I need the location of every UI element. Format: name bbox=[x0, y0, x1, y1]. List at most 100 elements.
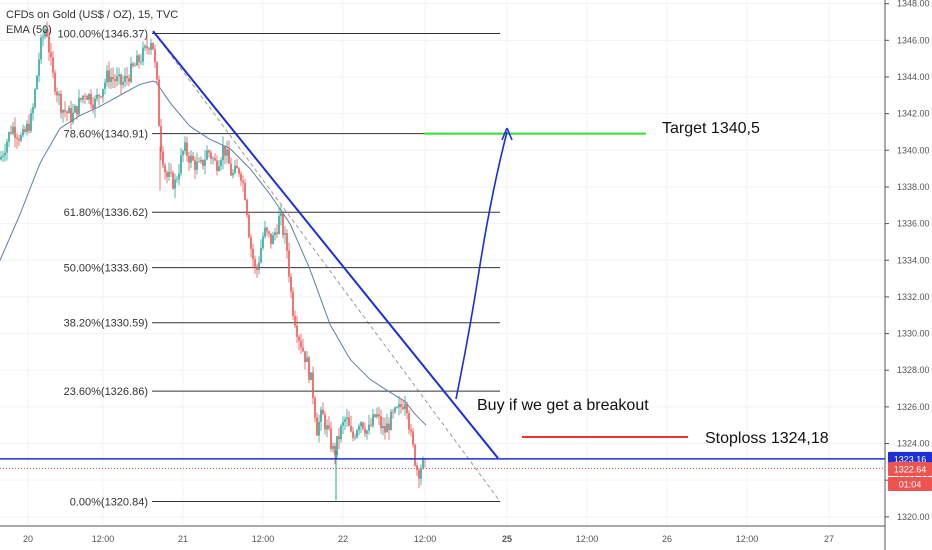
candle-body bbox=[372, 414, 374, 426]
candle-body bbox=[384, 426, 386, 433]
candle-body bbox=[226, 149, 228, 156]
candle-body bbox=[240, 173, 242, 181]
candle-body bbox=[350, 425, 352, 432]
candle-body bbox=[298, 336, 300, 341]
candle-body bbox=[290, 276, 292, 292]
candle-body bbox=[108, 70, 110, 83]
candle-body bbox=[186, 142, 188, 156]
stoploss-label[interactable]: Stoploss 1324,18 bbox=[705, 430, 829, 447]
candle-body bbox=[112, 77, 114, 80]
candle-body bbox=[102, 88, 104, 97]
candle-body bbox=[266, 227, 268, 232]
candle-body bbox=[306, 357, 308, 363]
candle-body bbox=[318, 421, 320, 436]
candle-body bbox=[4, 152, 6, 156]
candle-body bbox=[32, 107, 34, 114]
candle-body bbox=[254, 259, 256, 267]
candle-body bbox=[242, 180, 244, 183]
price-tick-label: 1340.00 bbox=[897, 145, 930, 155]
price-tag-label: 01:04 bbox=[899, 480, 922, 490]
candle-body bbox=[176, 179, 178, 181]
candle-body bbox=[270, 233, 272, 245]
candle-body bbox=[248, 214, 250, 238]
candle-body bbox=[232, 172, 234, 176]
candle-body bbox=[274, 232, 276, 236]
target-label[interactable]: Target 1340,5 bbox=[662, 120, 760, 137]
candle-body bbox=[192, 155, 194, 161]
ema-indicator-label[interactable]: EMA (50) bbox=[6, 24, 52, 36]
candle-body bbox=[422, 458, 424, 469]
candle-body bbox=[166, 172, 168, 177]
candle-body bbox=[138, 55, 140, 62]
candle-body bbox=[316, 417, 318, 436]
candle-body bbox=[218, 166, 220, 171]
candle-body bbox=[142, 47, 144, 62]
candle-body bbox=[168, 172, 170, 177]
candle-body bbox=[294, 315, 296, 326]
fibonacci-retracement[interactable]: 100.00%(1346.37) 78.60%(1340.91) 61.80%(13… bbox=[57, 29, 501, 509]
candle-body bbox=[216, 160, 218, 171]
candle-body bbox=[200, 159, 202, 162]
candle-body bbox=[328, 425, 330, 429]
annotations[interactable]: Target 1340,5 Buy if we get a breakout S… bbox=[477, 120, 829, 447]
candle-body bbox=[208, 150, 210, 153]
candle-body bbox=[416, 465, 418, 470]
candle-body bbox=[152, 42, 154, 50]
candle-body bbox=[394, 407, 396, 413]
candle-body bbox=[196, 161, 198, 170]
candle-body bbox=[260, 248, 262, 263]
price-tick-label: 1320.00 bbox=[897, 512, 930, 522]
candle-body bbox=[154, 49, 156, 63]
price-axis[interactable]: 1320.001322.001324.001326.001328.001330.… bbox=[884, 0, 930, 550]
candle-body bbox=[150, 42, 152, 50]
price-tick-label: 1330.00 bbox=[897, 329, 930, 339]
candle-body bbox=[364, 428, 366, 434]
price-tag-bg bbox=[888, 462, 932, 476]
candle-body bbox=[256, 266, 258, 270]
candle-body bbox=[116, 76, 118, 82]
candle-body bbox=[326, 425, 328, 430]
candle-body bbox=[94, 98, 96, 109]
candle-body bbox=[302, 347, 304, 352]
grid bbox=[0, 0, 885, 526]
time-axis[interactable]: 20 12:00 21 12:00 22 12:00 25 12:00 26 12:00 27 bbox=[0, 525, 885, 544]
candle-body bbox=[308, 357, 310, 380]
candle-body bbox=[412, 431, 414, 445]
candle-body bbox=[420, 468, 422, 479]
candle-body bbox=[16, 137, 18, 140]
candle-body bbox=[300, 340, 302, 348]
buy-label[interactable]: Buy if we get a breakout bbox=[477, 397, 649, 414]
candle-body bbox=[220, 160, 222, 167]
candle-body bbox=[194, 160, 196, 170]
price-tick-label: 1332.00 bbox=[897, 292, 930, 302]
candle-body bbox=[34, 89, 36, 108]
candle-body bbox=[224, 146, 226, 156]
time-tick-label: 12:00 bbox=[92, 534, 115, 544]
candle-body bbox=[118, 74, 120, 77]
fib-level-label: 23.60%(1326.86) bbox=[64, 386, 148, 398]
candle-body bbox=[158, 79, 160, 127]
candle-body bbox=[292, 291, 294, 316]
candle-body bbox=[284, 233, 286, 235]
candle-body bbox=[48, 36, 50, 53]
candle-body bbox=[30, 113, 32, 131]
time-tick-label: 12:00 bbox=[414, 534, 437, 544]
candle-body bbox=[6, 141, 8, 153]
candle-body bbox=[370, 424, 372, 426]
candle-body bbox=[312, 372, 314, 399]
candle-body bbox=[340, 425, 342, 440]
price-tick-label: 1336.00 bbox=[897, 219, 930, 229]
candle-body bbox=[104, 82, 106, 89]
candle-body bbox=[230, 163, 232, 176]
candle-body bbox=[96, 94, 98, 99]
candle-body bbox=[324, 414, 326, 430]
candle-body bbox=[136, 55, 138, 66]
candle-body bbox=[28, 123, 30, 131]
candle-body bbox=[354, 437, 356, 439]
fib-level-label: 38.20%(1330.59) bbox=[64, 318, 148, 330]
candle-body bbox=[344, 419, 346, 422]
candle-body bbox=[146, 45, 148, 49]
drawings[interactable] bbox=[0, 30, 885, 469]
candle-body bbox=[162, 151, 164, 166]
